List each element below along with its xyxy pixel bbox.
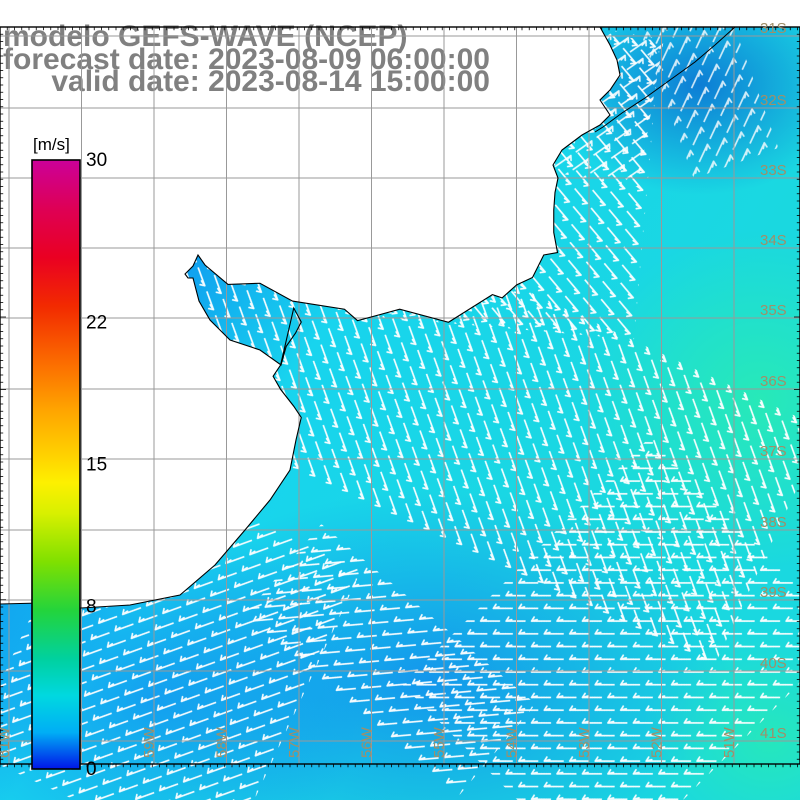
svg-text:41S: 41S bbox=[760, 725, 787, 742]
svg-text:32S: 32S bbox=[760, 92, 787, 109]
svg-text:55W: 55W bbox=[431, 726, 448, 758]
svg-text:15: 15 bbox=[86, 455, 107, 476]
svg-text:40S: 40S bbox=[760, 655, 787, 672]
svg-text:30: 30 bbox=[86, 150, 107, 171]
svg-text:38S: 38S bbox=[760, 514, 787, 531]
svg-text:57W: 57W bbox=[286, 726, 303, 758]
svg-text:59W: 59W bbox=[141, 726, 158, 758]
svg-text:35S: 35S bbox=[760, 302, 787, 319]
svg-text:22: 22 bbox=[86, 312, 107, 333]
svg-text:31S: 31S bbox=[760, 20, 787, 37]
svg-text:54W: 54W bbox=[504, 726, 521, 758]
svg-text:52W: 52W bbox=[649, 726, 666, 758]
svg-text:53W: 53W bbox=[576, 726, 593, 758]
svg-text:51W: 51W bbox=[721, 726, 738, 758]
svg-text:56W: 56W bbox=[359, 726, 376, 758]
svg-text:8: 8 bbox=[86, 597, 97, 618]
svg-text:0: 0 bbox=[86, 759, 97, 780]
svg-text:33S: 33S bbox=[760, 162, 787, 179]
svg-text:39S: 39S bbox=[760, 584, 787, 601]
svg-text:61W: 61W bbox=[0, 726, 13, 758]
svg-text:[m/s]: [m/s] bbox=[33, 135, 70, 154]
svg-text:36S: 36S bbox=[760, 373, 787, 390]
svg-text:58W: 58W bbox=[214, 726, 231, 758]
svg-text:37S: 37S bbox=[760, 443, 787, 460]
svg-text:34S: 34S bbox=[760, 232, 787, 249]
